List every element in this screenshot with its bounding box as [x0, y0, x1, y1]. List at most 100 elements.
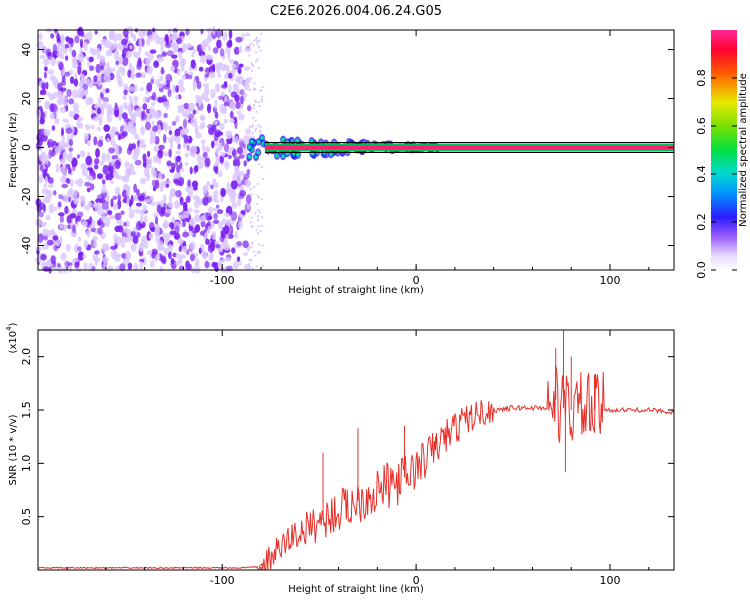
noise-blob — [83, 239, 88, 249]
noise-dot — [248, 104, 251, 107]
noise-blob — [50, 255, 56, 265]
noise-blob — [150, 78, 155, 85]
noise-dot — [257, 124, 260, 127]
noise-blob — [81, 31, 85, 38]
noise-blob — [41, 223, 45, 228]
noise-blob — [165, 73, 173, 83]
noise-dot — [255, 42, 259, 45]
noise-blob — [77, 53, 85, 63]
ridge-core — [329, 152, 333, 157]
noise-blob — [188, 263, 193, 270]
noise-blob — [202, 184, 208, 195]
noise-dot — [258, 39, 261, 42]
noise-blob — [68, 138, 73, 147]
noise-blob — [122, 228, 130, 233]
noise-blob — [212, 47, 219, 54]
noise-blob — [116, 33, 123, 41]
noise-blob — [110, 180, 114, 185]
noise-blob — [157, 56, 164, 62]
noise-blob — [226, 40, 233, 48]
noise-blob — [79, 47, 83, 56]
noise-blob — [140, 192, 146, 202]
noise-dot — [257, 196, 260, 199]
noise-blob — [118, 132, 126, 140]
noise-dot — [248, 265, 252, 268]
noise-blob — [123, 174, 130, 183]
noise-blob — [166, 180, 171, 185]
noise-blob — [71, 49, 77, 58]
noise-blob — [213, 194, 217, 200]
noise-blob — [217, 170, 223, 178]
noise-dot — [249, 188, 252, 191]
noise-blob — [210, 88, 216, 99]
noise-blob — [76, 154, 80, 159]
y-tick-label: 1.5 — [20, 401, 33, 419]
noise-blob — [149, 108, 156, 115]
noise-blob — [63, 71, 71, 77]
noise-blob — [223, 74, 228, 80]
noise-blob — [127, 108, 132, 114]
noise-blob — [122, 28, 129, 38]
noise-dot — [257, 208, 260, 211]
noise-blob — [237, 113, 245, 121]
noise-dot — [256, 194, 259, 197]
noise-blob — [70, 232, 76, 238]
noise-blob — [60, 80, 67, 86]
noise-blob — [208, 252, 214, 261]
noise-dot — [257, 243, 261, 246]
noise-blob — [234, 230, 238, 239]
noise-blob — [174, 234, 179, 240]
noise-blob — [43, 71, 48, 79]
noise-blob — [167, 243, 173, 254]
noise-blob — [228, 154, 232, 159]
noise-blob — [160, 173, 165, 179]
noise-blob — [160, 67, 165, 75]
noise-blob — [185, 42, 192, 49]
snr-axes: -100 0 100 0.5 1.0 1.5 2.0 — [20, 330, 674, 587]
noise-blob — [117, 194, 121, 201]
noise-dot — [252, 103, 256, 107]
multiplier-prefix: (x10 — [8, 331, 19, 354]
ridge-core — [250, 139, 254, 144]
noise-blob — [220, 187, 227, 197]
noise-blob — [79, 150, 86, 158]
spectrogram-axes: -100 0 100 -40 -20 0 20 40 — [20, 30, 674, 287]
noise-dot — [250, 42, 253, 45]
noise-blob — [93, 103, 100, 110]
noise-blob — [140, 235, 148, 243]
noise-blob — [114, 186, 121, 196]
noise-dot — [261, 166, 264, 169]
noise-blob — [243, 252, 248, 257]
noise-blob — [181, 245, 187, 253]
noise-dot — [256, 232, 259, 235]
noise-blob — [244, 32, 251, 37]
noise-dot — [254, 100, 257, 104]
noise-blob — [106, 137, 111, 143]
noise-blob — [36, 99, 42, 104]
noise-blob — [235, 101, 241, 109]
noise-blob — [86, 31, 93, 41]
noise-blob — [113, 42, 119, 50]
noise-blob — [216, 39, 222, 49]
noise-blob — [237, 220, 243, 230]
noise-blob — [113, 233, 118, 244]
noise-blob — [77, 65, 82, 75]
noise-blob — [101, 242, 109, 252]
noise-blob — [59, 42, 64, 47]
noise-blob — [129, 170, 137, 176]
noise-blob — [133, 95, 139, 102]
noise-blob — [185, 195, 191, 203]
noise-blob — [163, 112, 168, 119]
noise-blob — [40, 253, 47, 261]
noise-blob — [229, 118, 235, 123]
noise-blob — [162, 101, 170, 108]
noise-blob — [207, 124, 214, 130]
noise-dot — [258, 129, 262, 133]
noise-blob — [175, 85, 180, 93]
noise-dot — [261, 100, 264, 103]
noise-blob — [229, 110, 234, 119]
noise-dot — [252, 44, 255, 47]
noise-blob — [225, 233, 229, 239]
noise-blob — [97, 206, 105, 216]
noise-blob — [178, 245, 182, 252]
